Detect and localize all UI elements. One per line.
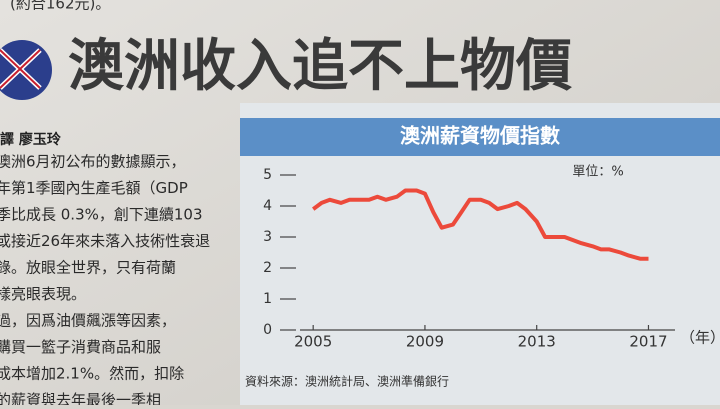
byline: 譯 廖玉玲 [0,131,62,148]
article-line: 季比成長 0.3%，創下連續103 [0,206,203,224]
y-tick-label: 1 [263,291,272,307]
article-line: 的薪資與去年最後一季相 [0,391,161,405]
article-line: 錄。放眼全世界，只有荷蘭 [0,259,176,277]
headline: 澳洲收入追不上物價 [68,34,572,99]
y-tick-label: 0 [263,322,272,338]
article-line: 過，因爲油價飆漲等因素， [0,312,176,330]
x-tick-label: 2017 [629,333,667,351]
y-tick-label: 5 [263,167,272,183]
x-tick-label: 2013 [518,333,556,351]
article-line: 購買一籃子消費商品和服 [0,338,161,356]
data-line [312,188,649,261]
x-axis-label: （年） [680,329,720,347]
article-line: 樣亮眼表現。 [0,285,86,303]
y-tick-label: 4 [263,198,272,214]
x-tick-label: 2009 [406,333,444,351]
x-tick-label: 2005 [294,333,332,351]
chart-title: 澳洲薪資物價指數 [400,124,560,148]
article-line: 成本增加2.1%。然而，扣除 [0,365,184,383]
unit-label: 單位：% [572,165,623,180]
article-line: 年第1季國內生產毛額（GDP [0,179,188,197]
plot: 0 1 2 3 4 5 2005 2009 2013 2017 [263,167,675,351]
chart-title-bar [240,118,720,156]
top-fragment: (約合162元)。 [10,0,110,13]
article-line: 澳洲6月初公布的數據顯示， [0,153,186,171]
source: 資料來源：澳洲統計局、澳洲準備銀行 [245,374,449,389]
y-tick-label: 2 [263,260,272,276]
y-tick-label: 3 [263,229,272,245]
article-line: 或接近26年來未落入技術性衰退 [0,232,210,250]
flag-cross-red [0,49,41,89]
article-body: 澳洲6月初公布的數據顯示， 年第1季國內生產毛額（GDP 季比成長 0.3%，創下連… [0,153,210,409]
